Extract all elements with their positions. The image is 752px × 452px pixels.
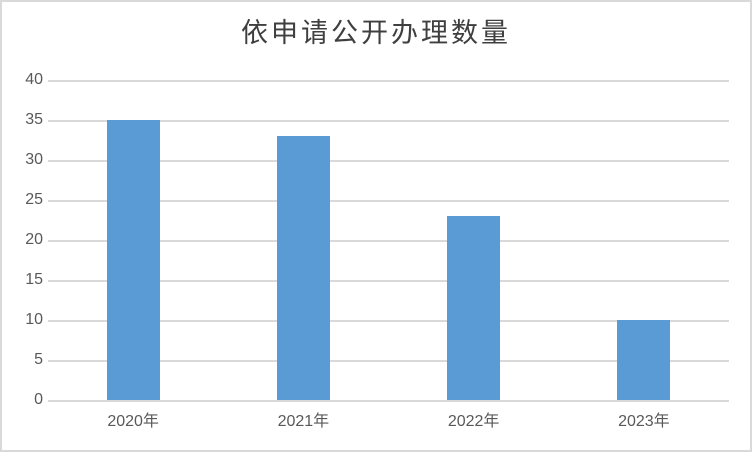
plot-area <box>48 80 729 402</box>
x-tick-label-2020年: 2020年 <box>107 413 159 430</box>
bar-2022年[interactable] <box>447 216 501 400</box>
x-tick-label-2022年: 2022年 <box>447 413 500 430</box>
gridline-y-10 <box>48 320 729 322</box>
gridline-y-5 <box>48 360 729 362</box>
gridline-y-40 <box>48 80 729 82</box>
chart-title: 依申请公开办理数量 <box>241 18 511 48</box>
x-tick-label-2023年: 2023年 <box>618 413 670 430</box>
gridline-y-35 <box>48 120 729 122</box>
y-tick-label-40: 40 <box>25 71 43 88</box>
y-tick-label-20: 20 <box>25 231 43 248</box>
bar-2020年[interactable] <box>106 120 160 400</box>
gridline-y-15 <box>48 280 729 282</box>
x-tick-label-2021年: 2021年 <box>277 413 330 430</box>
y-tick-label-10: 10 <box>25 311 43 328</box>
y-tick-label-5: 5 <box>34 351 43 368</box>
bar-2021年[interactable] <box>276 136 330 400</box>
y-tick-label-15: 15 <box>25 271 43 288</box>
y-tick-label-30: 30 <box>25 151 43 168</box>
y-tick-label-35: 35 <box>25 111 43 128</box>
gridline-y-30 <box>48 160 729 162</box>
bar-2023年[interactable] <box>617 320 671 400</box>
y-tick-label-0: 0 <box>34 391 43 408</box>
x-axis-line <box>48 400 729 402</box>
y-tick-label-25: 25 <box>25 191 43 208</box>
gridline-y-25 <box>48 200 729 202</box>
gridline-y-20 <box>48 240 729 242</box>
